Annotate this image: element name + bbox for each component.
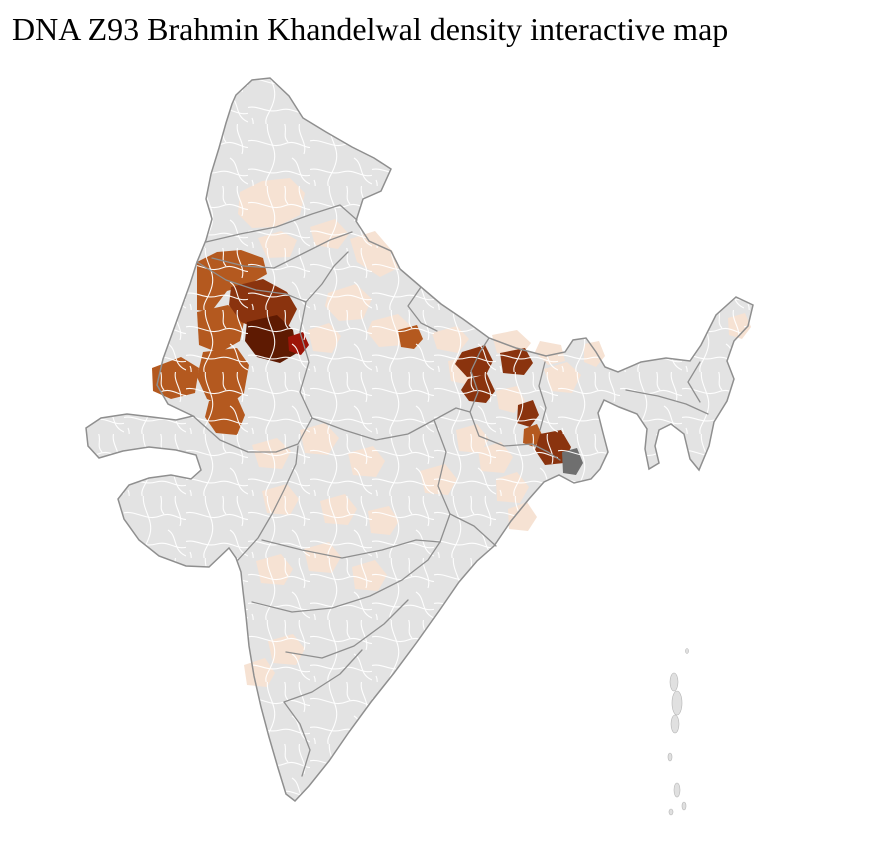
island-district[interactable] [667,752,673,762]
island-district[interactable] [685,648,689,654]
island-district[interactable] [668,808,674,816]
page-title: DNA Z93 Brahmin Khandelwal density inter… [12,11,729,47]
island-district[interactable] [673,782,681,798]
island-district[interactable] [669,672,679,692]
island-chain [667,648,689,816]
island-district[interactable] [681,801,687,811]
island-district[interactable] [670,714,680,734]
island-district[interactable] [671,690,683,716]
district-borders-texture [86,78,753,801]
state-borders [192,204,709,777]
